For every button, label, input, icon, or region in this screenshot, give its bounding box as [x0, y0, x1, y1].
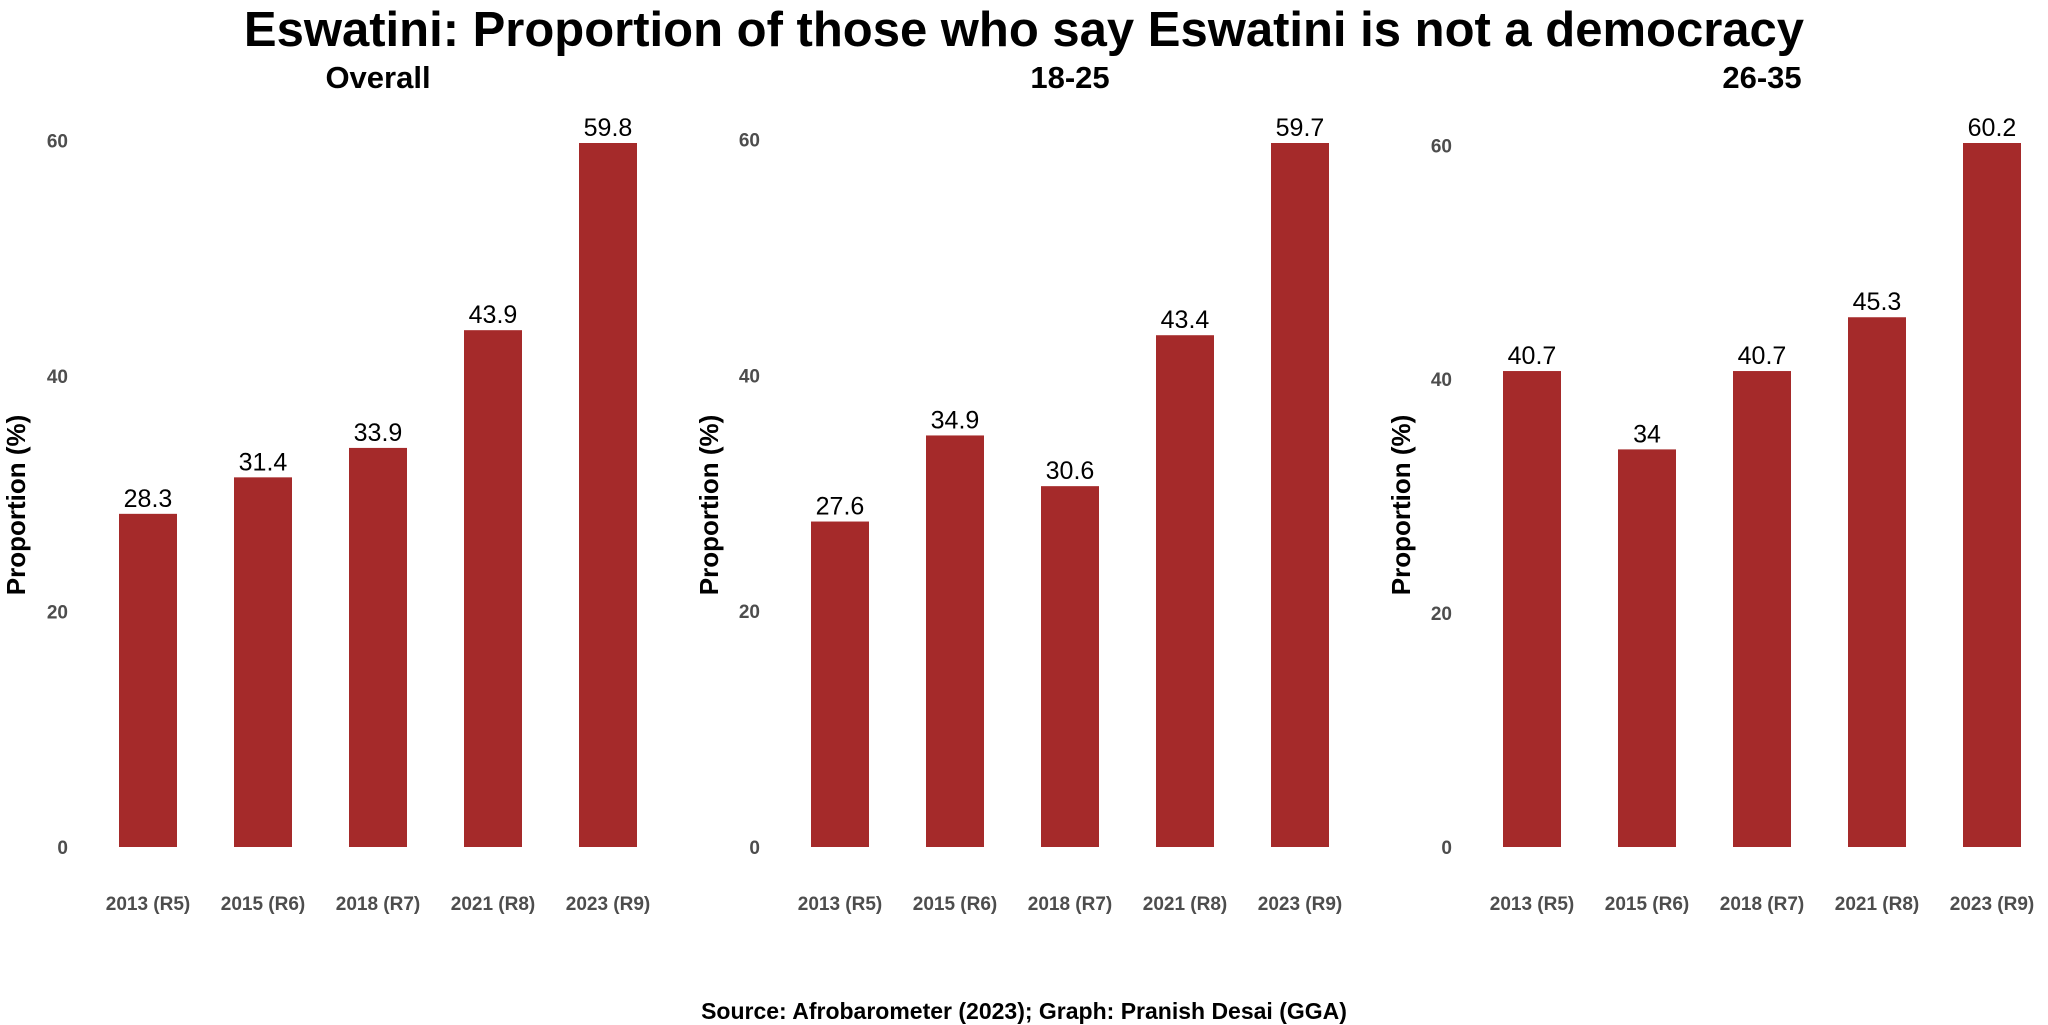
bar-value-label: 43.4: [1161, 306, 1210, 334]
bar: [1618, 449, 1676, 847]
y-tick-label: 0: [57, 838, 68, 859]
x-tick-label: 2023 (R9): [1950, 894, 2035, 915]
y-tick-label: 20: [47, 603, 68, 624]
y-tick-label: 20: [1431, 604, 1452, 625]
x-tick-label: 2015 (R6): [913, 894, 998, 915]
panel-title: Overall: [325, 60, 430, 95]
bar-value-label: 60.2: [1968, 114, 2017, 142]
bar-value-label: 43.9: [469, 301, 518, 329]
bar-value-label: 28.3: [124, 485, 173, 513]
x-tick-label: 2021 (R8): [1143, 894, 1228, 915]
y-tick-label: 20: [739, 602, 760, 623]
y-tick-label: 60: [1431, 136, 1452, 157]
x-tick-label: 2013 (R5): [1490, 894, 1575, 915]
bar: [579, 143, 637, 847]
x-tick-label: 2015 (R6): [221, 894, 306, 915]
bar-value-label: 59.7: [1276, 114, 1325, 142]
x-tick-label: 2021 (R8): [1835, 894, 1920, 915]
bar-value-label: 31.4: [239, 448, 288, 476]
panel-title: 18-25: [1030, 60, 1109, 95]
y-tick-label: 0: [749, 838, 760, 859]
y-tick-label: 60: [739, 130, 760, 151]
panel-title: 26-35: [1722, 60, 1801, 95]
bar: [926, 435, 984, 847]
x-tick-label: 2021 (R8): [451, 894, 536, 915]
bar: [1503, 371, 1561, 847]
y-tick-label: 40: [739, 366, 760, 387]
bar-value-label: 30.6: [1046, 457, 1095, 485]
x-tick-label: 2015 (R6): [1605, 894, 1690, 915]
bar: [1963, 143, 2021, 847]
y-tick-label: 40: [1431, 370, 1452, 391]
bar: [1271, 143, 1329, 847]
bar: [811, 521, 869, 847]
x-tick-label: 2013 (R5): [798, 894, 883, 915]
bar-value-label: 59.8: [584, 114, 633, 142]
x-tick-label: 2018 (R7): [1028, 894, 1113, 915]
y-tick-label: 0: [1441, 838, 1452, 859]
y-tick-label: 60: [47, 132, 68, 153]
bar-value-label: 45.3: [1853, 288, 1902, 316]
y-axis-label: Proportion (%): [694, 415, 724, 596]
source-caption: Source: Afrobarometer (2023); Graph: Pra…: [701, 998, 1347, 1024]
bar-value-label: 40.7: [1738, 342, 1787, 370]
bar: [1156, 335, 1214, 847]
chart-title: Eswatini: Proportion of those who say Es…: [243, 3, 1805, 57]
bar: [119, 513, 177, 847]
x-tick-label: 2023 (R9): [566, 894, 651, 915]
bar: [464, 330, 522, 847]
y-tick-label: 40: [47, 367, 68, 388]
bar: [1848, 317, 1906, 847]
x-tick-label: 2018 (R7): [1720, 894, 1805, 915]
bar: [1733, 371, 1791, 847]
bar-value-label: 27.6: [816, 493, 865, 521]
bar-value-label: 40.7: [1508, 342, 1557, 370]
bar: [234, 477, 292, 847]
bar-value-label: 33.9: [354, 419, 403, 447]
bar-value-label: 34.9: [931, 406, 980, 434]
bar: [1041, 486, 1099, 847]
bar-value-label: 34: [1633, 420, 1661, 448]
x-tick-label: 2023 (R9): [1258, 894, 1343, 915]
bar: [349, 447, 407, 847]
x-tick-label: 2013 (R5): [106, 894, 191, 915]
y-axis-label: Proportion (%): [1386, 415, 1416, 596]
x-tick-label: 2018 (R7): [336, 894, 421, 915]
y-axis-label: Proportion (%): [1, 415, 31, 596]
